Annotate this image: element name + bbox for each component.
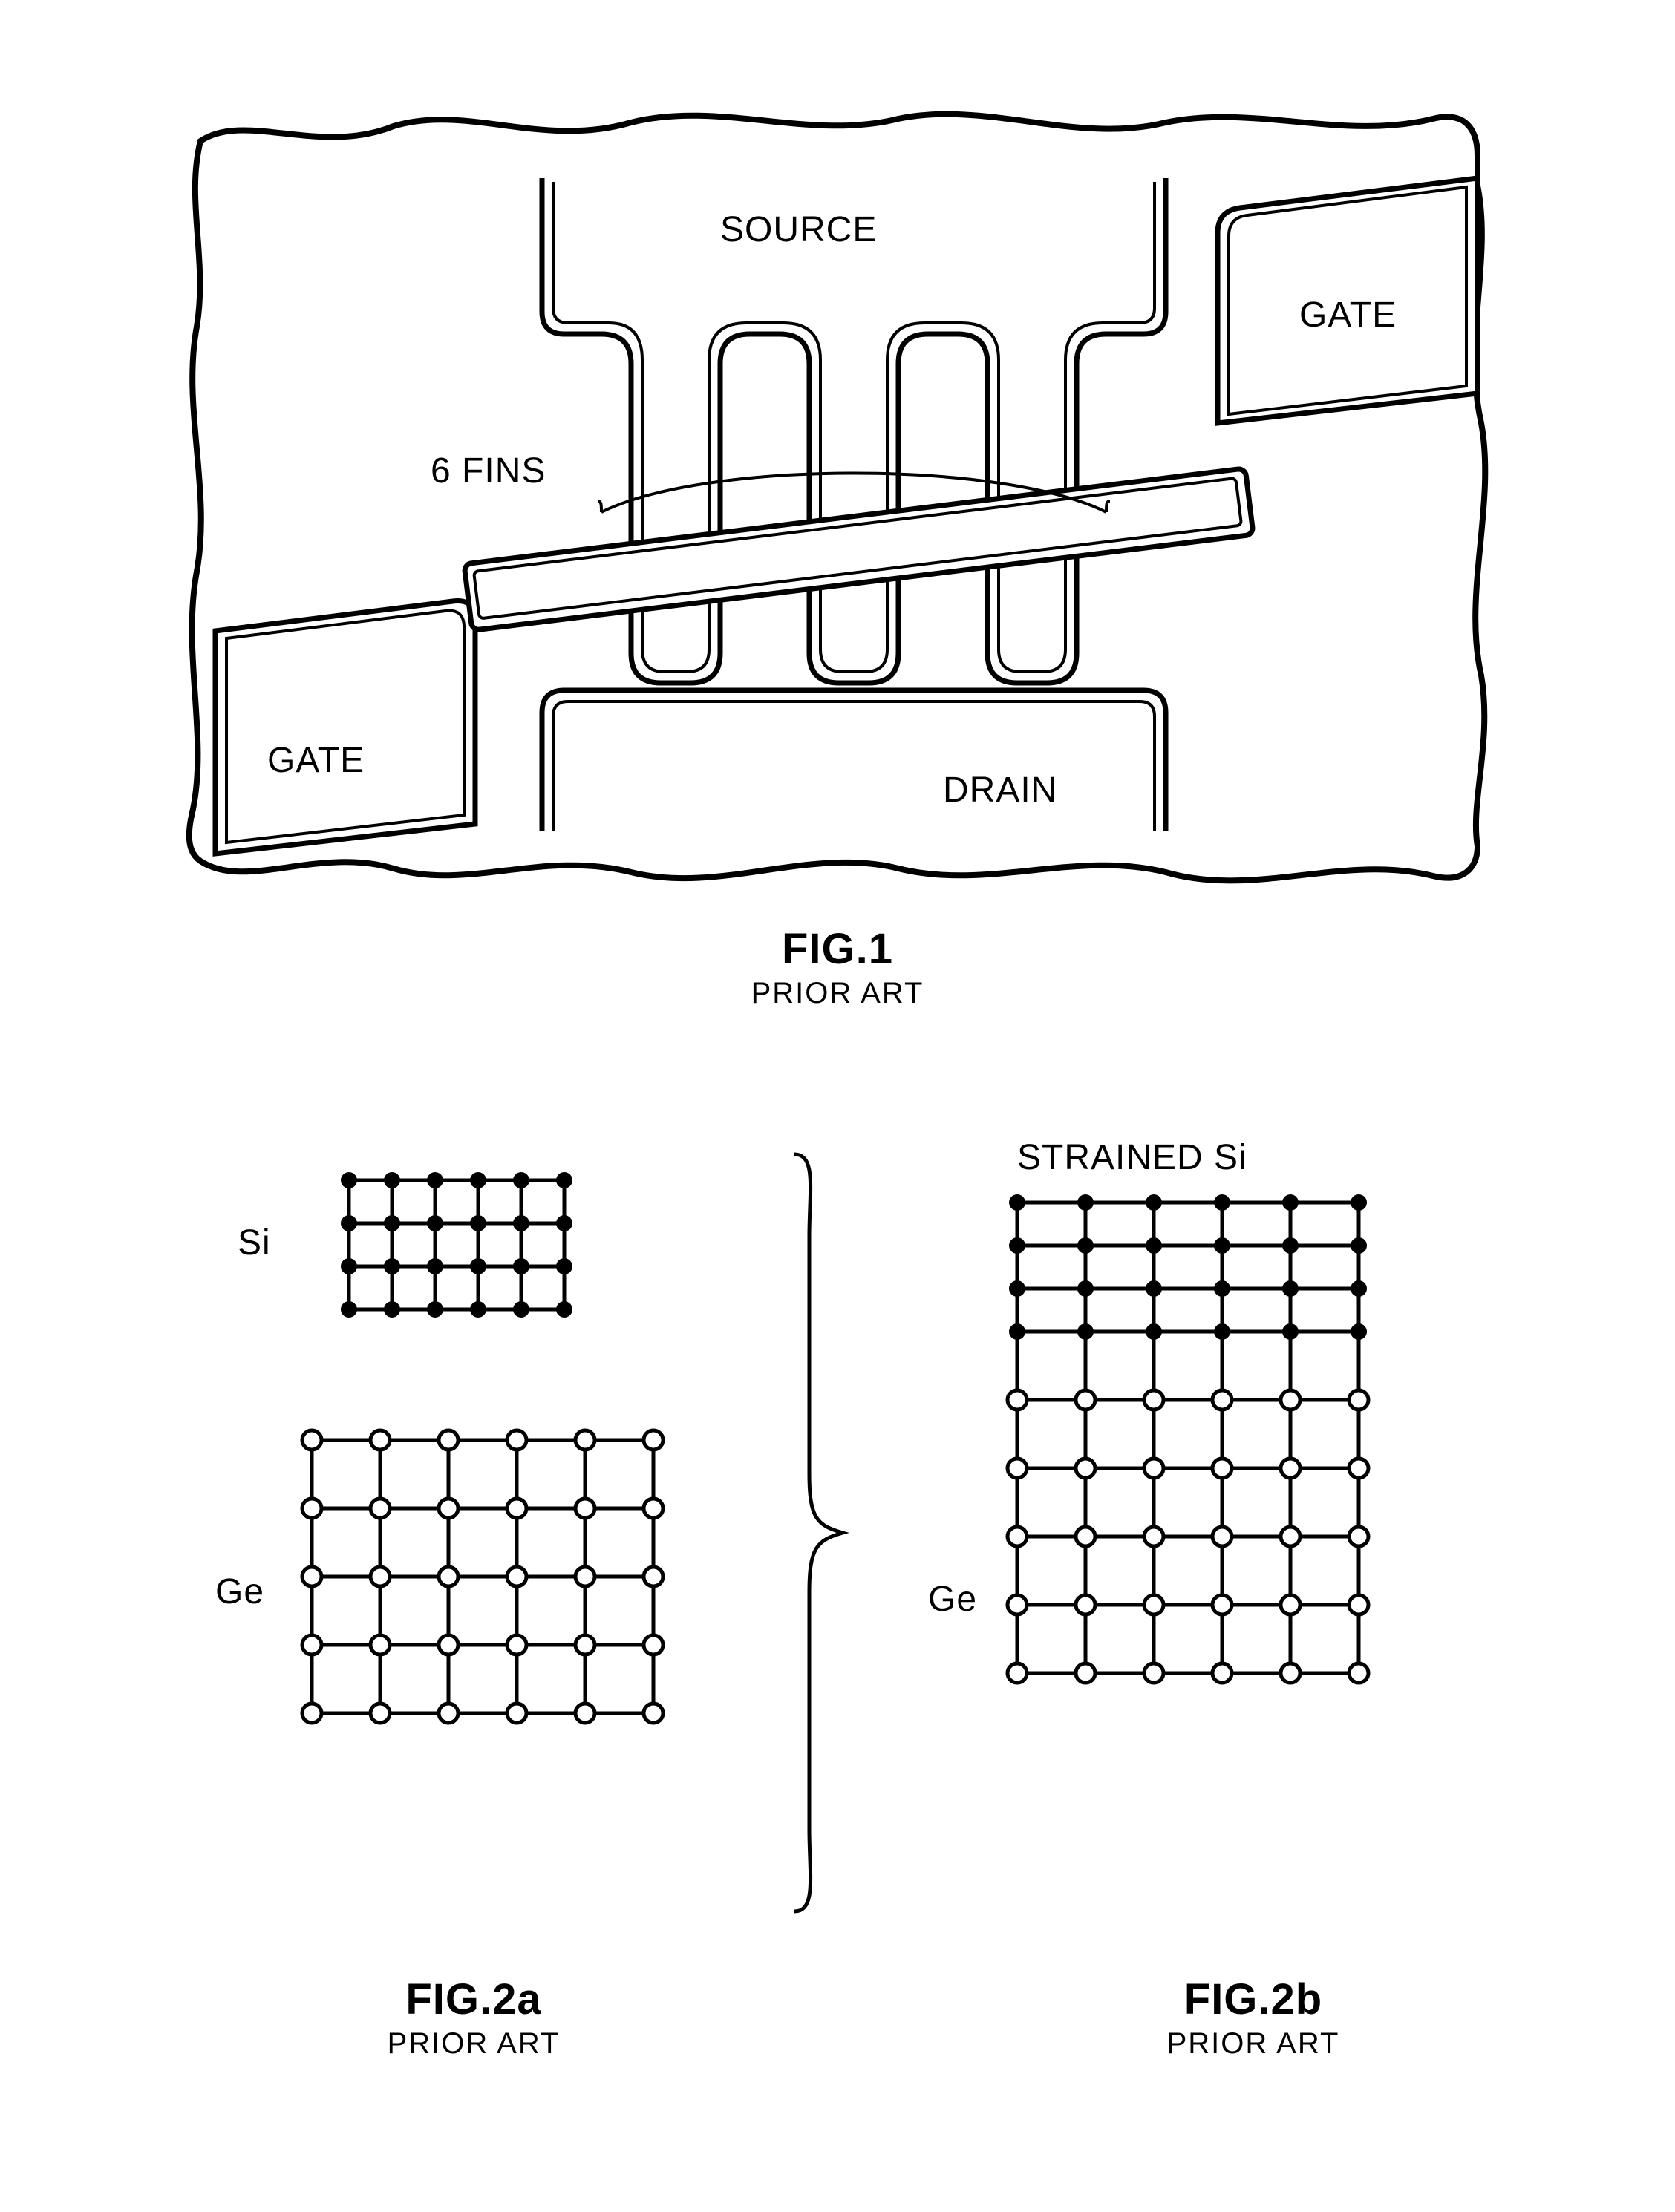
fig2a-svg: Si Ge bbox=[156, 1128, 750, 1945]
label-gate-right: GATE bbox=[1299, 295, 1397, 335]
fig2a-ge-label: Ge bbox=[215, 1572, 264, 1611]
page: SOURCE DRAIN GATE GATE 6 FINS FIG.1 PRIO… bbox=[0, 0, 1675, 2212]
fig2a-ge-lattice bbox=[302, 1430, 663, 1723]
fig1-svg: SOURCE DRAIN GATE GATE 6 FINS bbox=[186, 89, 1492, 913]
fig1-caption: FIG.1 PRIOR ART bbox=[0, 924, 1675, 1010]
fig2b-caption: FIG.2b PRIOR ART bbox=[416, 1974, 1675, 2061]
fig2b-ge-label: Ge bbox=[928, 1580, 977, 1619]
fig2a-si-lattice bbox=[341, 1172, 572, 1318]
fig1-title: FIG.1 bbox=[0, 924, 1675, 974]
fig2a-si-label: Si bbox=[238, 1223, 271, 1263]
fig2b-subtitle: PRIOR ART bbox=[416, 2027, 1675, 2061]
fig2b-lattice bbox=[1008, 1194, 1368, 1683]
fig2b-strained-label: STRAINED Si bbox=[1017, 1138, 1247, 1177]
label-source: SOURCE bbox=[720, 210, 877, 249]
fig1-subtitle: PRIOR ART bbox=[0, 977, 1675, 1010]
fig2b-svg: STRAINED Si Ge bbox=[884, 1128, 1478, 1945]
fig2b-title: FIG.2b bbox=[416, 1974, 1675, 2024]
label-drain: DRAIN bbox=[943, 770, 1057, 810]
label-fins: 6 FINS bbox=[431, 451, 546, 491]
label-gate-left: GATE bbox=[267, 741, 365, 780]
brace-svg bbox=[772, 1147, 861, 1926]
